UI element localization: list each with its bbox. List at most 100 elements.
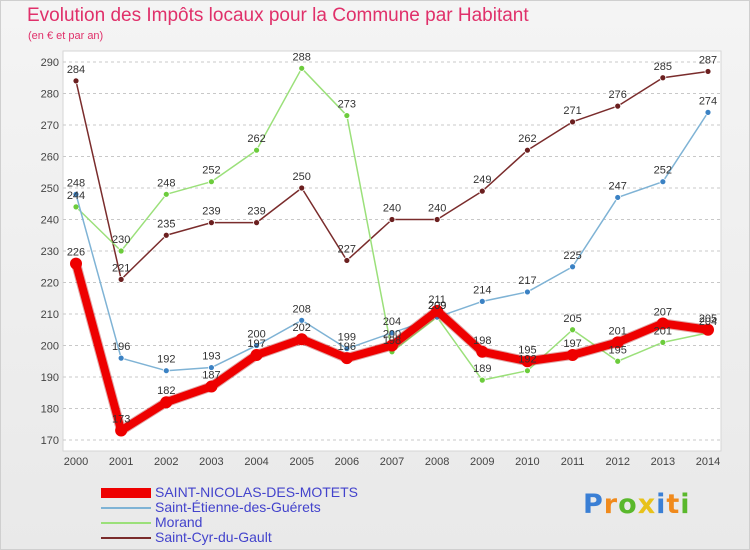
- x-tick-label-2002: 2002: [154, 456, 178, 468]
- data-point-s0-2006: [340, 352, 353, 365]
- data-point-s2-2010: [524, 367, 531, 375]
- data-point-s0-2007: [386, 339, 398, 352]
- y-tick-label-220: 220: [41, 278, 59, 290]
- data-label-s0-2007: 200: [383, 329, 401, 341]
- data-label-s1-2009: 214: [473, 284, 491, 296]
- data-label-s2-2012: 195: [609, 344, 627, 356]
- x-tick-label-2003: 2003: [199, 456, 223, 468]
- data-label-s3-2005: 250: [293, 171, 311, 183]
- data-point-s1-2004: [253, 342, 260, 349]
- data-point-s2-2001: [117, 247, 125, 255]
- data-point-s0-2000: [70, 257, 82, 270]
- x-tick-label-2012: 2012: [605, 456, 629, 468]
- data-label-s0-2002: 182: [157, 385, 175, 397]
- data-label-s1-2000: 248: [67, 177, 85, 189]
- data-point-s0-2005: [295, 333, 308, 346]
- data-label-s3-2011: 271: [563, 105, 581, 117]
- data-point-s2-2000: [72, 203, 80, 211]
- logo-letter: i: [680, 489, 691, 520]
- data-label-s3-2009: 249: [473, 174, 491, 186]
- data-label-s3-2003: 239: [202, 206, 220, 218]
- data-label-s2-2002: 248: [157, 177, 175, 189]
- y-tick-label-230: 230: [41, 246, 59, 258]
- data-point-s0-2001: [115, 424, 128, 437]
- data-label-s1-2007: 204: [383, 316, 401, 328]
- data-label-s0-2000: 226: [67, 247, 85, 259]
- data-label-s2-2010: 192: [518, 354, 536, 366]
- data-point-s1-2002: [162, 367, 170, 375]
- data-point-s3-2009: [478, 187, 486, 195]
- data-label-s2-2008: 209: [428, 300, 446, 312]
- data-point-s1-2010: [524, 288, 531, 296]
- data-point-s3-2006: [343, 257, 351, 264]
- data-point-s1-2005: [298, 316, 306, 324]
- x-tick-label-2010: 2010: [515, 456, 539, 468]
- data-label-s0-2013: 207: [654, 306, 672, 318]
- legend-label-3: Saint-Cyr-du-Gault: [155, 529, 272, 545]
- data-label-s1-2012: 247: [609, 180, 627, 192]
- logo-letter: P: [583, 489, 604, 520]
- data-point-s1-2014: [704, 109, 712, 116]
- data-label-s2-2014: 204: [699, 316, 717, 328]
- legend-label-1: Saint-Étienne-des-Guérets: [155, 499, 321, 515]
- legend-swatch-1: [101, 507, 151, 509]
- data-label-s3-2007: 240: [383, 203, 401, 215]
- data-label-s1-2003: 193: [202, 351, 220, 363]
- data-label-s0-2014: 205: [699, 313, 717, 325]
- data-point-s3-2012: [614, 102, 622, 110]
- data-point-s0-2010: [521, 355, 534, 368]
- data-point-s3-2008: [433, 216, 441, 223]
- y-tick-label-190: 190: [41, 372, 59, 384]
- data-point-s3-2010: [524, 146, 531, 154]
- data-point-s0-2002: [160, 396, 173, 409]
- data-label-s0-2006: 196: [338, 341, 356, 353]
- data-label-s1-2004: 200: [247, 329, 265, 341]
- y-tick-label-260: 260: [41, 152, 59, 164]
- data-label-s3-2002: 235: [157, 218, 175, 230]
- data-point-s2-2012: [614, 357, 622, 365]
- data-label-s0-2003: 187: [202, 369, 220, 381]
- y-tick-label-250: 250: [41, 183, 59, 195]
- data-point-s1-2000: [72, 190, 80, 198]
- data-point-s3-2007: [388, 216, 396, 223]
- data-label-s3-2014: 287: [699, 54, 717, 66]
- data-label-s3-2006: 227: [338, 243, 356, 255]
- y-tick-label-170: 170: [41, 435, 59, 447]
- logo-letter: r: [603, 489, 619, 520]
- data-point-s0-2004: [250, 348, 263, 361]
- data-point-s3-2011: [569, 118, 576, 126]
- x-tick-label-2001: 2001: [109, 456, 133, 468]
- data-label-s0-2005: 202: [293, 322, 311, 334]
- data-label-s3-2001: 221: [112, 262, 130, 274]
- data-point-s1-2001: [117, 354, 125, 362]
- data-label-s0-2004: 197: [247, 338, 265, 350]
- chart-title: Evolution des Impôts locaux pour la Comm…: [27, 5, 529, 26]
- data-label-s3-2008: 240: [428, 203, 446, 215]
- data-point-s2-2005: [298, 64, 306, 72]
- data-label-s2-2006: 273: [338, 99, 356, 111]
- data-point-s1-2011: [569, 263, 576, 271]
- data-label-s2-2003: 252: [202, 165, 220, 177]
- x-tick-label-2014: 2014: [696, 456, 720, 468]
- data-point-s3-2002: [162, 231, 170, 239]
- data-label-s2-2005: 288: [293, 51, 311, 63]
- y-tick-label-270: 270: [41, 120, 59, 132]
- data-point-s2-2009: [478, 376, 486, 384]
- legend-swatch-0: [101, 488, 151, 498]
- data-label-s3-2004: 239: [247, 206, 265, 218]
- data-point-s3-2003: [208, 219, 215, 227]
- data-label-s1-2005: 208: [293, 303, 311, 315]
- data-label-s0-2012: 201: [609, 325, 627, 337]
- y-tick-label-200: 200: [41, 341, 59, 353]
- legend-label-0: SAINT-NICOLAS-DES-MOTETS: [155, 484, 359, 500]
- data-point-s0-2012: [611, 336, 624, 349]
- y-tick-label-180: 180: [41, 404, 59, 416]
- x-tick-label-2009: 2009: [470, 456, 494, 468]
- logo-letter: i: [656, 489, 667, 520]
- y-tick-label-210: 210: [41, 309, 59, 321]
- data-label-s1-2008: 209: [428, 300, 446, 312]
- x-tick-label-2000: 2000: [64, 456, 88, 468]
- data-label-s3-2000: 284: [67, 64, 85, 76]
